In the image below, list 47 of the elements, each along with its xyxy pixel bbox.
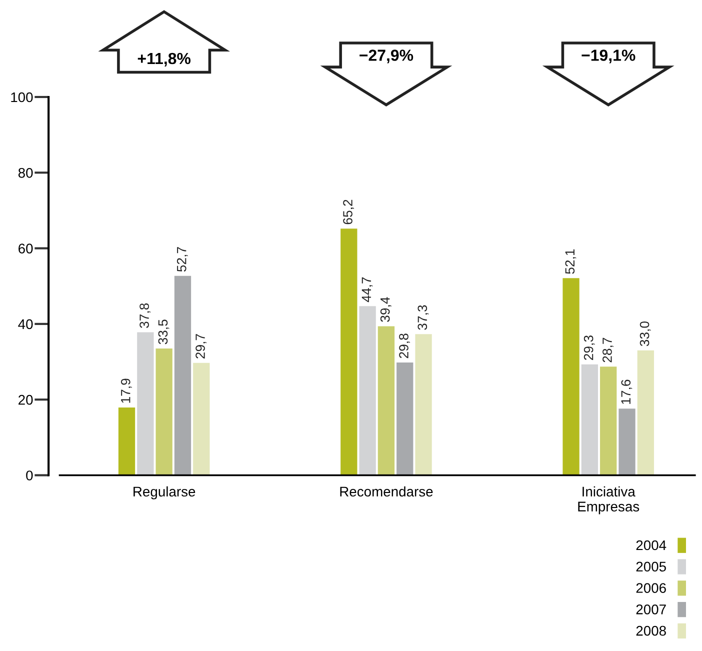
bar: [562, 278, 580, 476]
data-label: 52,1: [565, 249, 576, 274]
text: −19,1%: [582, 50, 636, 64]
bar: [581, 364, 598, 476]
data-label: 52,7: [176, 247, 188, 272]
bar: [396, 362, 414, 476]
data-label: 33,5: [158, 320, 170, 344]
bar: [600, 366, 617, 476]
bar: [378, 326, 395, 476]
bar: [156, 348, 172, 476]
bar: [618, 408, 636, 476]
legend-label: 2005: [636, 562, 666, 572]
legend-label: 2006: [636, 583, 666, 593]
bar: [637, 350, 654, 476]
bar: [415, 334, 432, 476]
data-label: 17,6: [621, 380, 632, 404]
data-label: 33,0: [640, 321, 651, 346]
y-tick-label: 100: [11, 92, 33, 102]
data-label: 39,4: [380, 297, 392, 322]
y-tick-label: 60: [18, 244, 33, 254]
bar: [193, 362, 210, 476]
y-tick-label: 20: [18, 394, 33, 405]
data-label: 28,7: [602, 338, 614, 362]
bar: [359, 306, 376, 476]
bar: [137, 332, 154, 476]
x-tick-label: Regularse: [134, 486, 196, 500]
bar: [340, 228, 358, 476]
data-label: 29,7: [196, 334, 206, 358]
y-tick-label: 40: [18, 319, 33, 330]
text: +11,8%: [138, 52, 191, 66]
text: −27,9%: [360, 50, 414, 64]
data-label: 17,9: [120, 378, 132, 403]
y-tick-label: 80: [18, 168, 33, 178]
data-label: 37,3: [418, 305, 429, 330]
bar: [174, 276, 192, 476]
y-tick-label: 0: [26, 470, 33, 480]
x-tick-label: Iniciativa Empresas: [578, 486, 640, 514]
x-tick-label: Recomendarse: [340, 486, 433, 497]
legend-label: 2007: [636, 604, 666, 614]
legend-label: 2004: [636, 540, 666, 550]
data-label: 65,2: [343, 200, 354, 224]
data-label: 44,7: [362, 277, 373, 302]
legend-label: 2008: [636, 626, 666, 636]
data-label: 29,3: [584, 336, 595, 360]
data-label: 29,8: [399, 334, 410, 358]
data-label: 37,8: [140, 303, 151, 328]
bar: [118, 408, 136, 476]
